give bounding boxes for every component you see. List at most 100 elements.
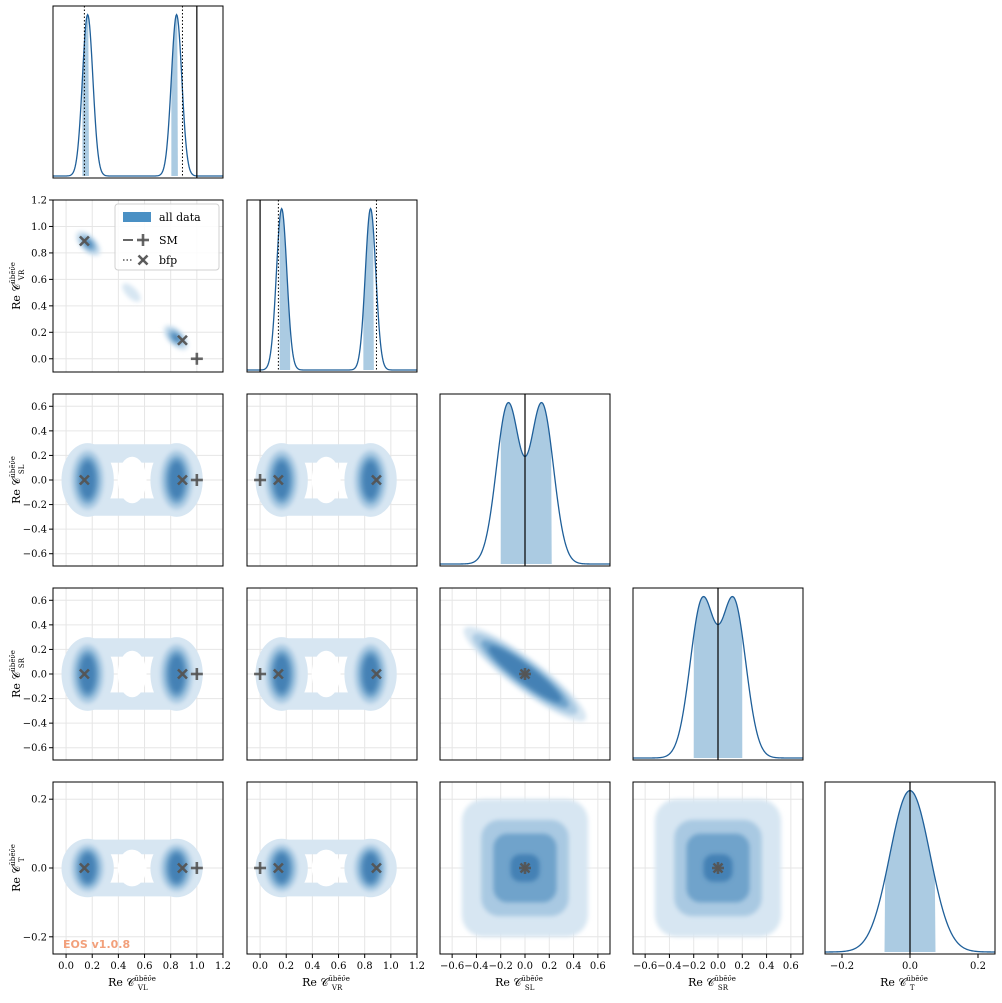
tick-label: 1.0 bbox=[31, 222, 47, 233]
y-axis-VR: 0.0 0.2 0.4 0.6 0.8 1.0 1.2 Re 𝒞ūbēν̄eVR bbox=[9, 196, 53, 365]
axis-label-base: Re 𝒞 bbox=[10, 865, 23, 892]
axis-label-base: Re 𝒞 bbox=[10, 283, 23, 310]
hpd-band bbox=[500, 402, 552, 564]
tick-label: 1.2 bbox=[215, 961, 231, 972]
y-axis-SL: −0.6 −0.4 −0.2 0.0 0.2 0.4 0.6 Re 𝒞ūbēν̄eSL bbox=[9, 402, 53, 560]
x-axis-VL: 0.0 0.2 0.4 0.6 0.8 1.0 1.2 Re 𝒞ūbēν̄e VL bbox=[58, 954, 231, 992]
tick-label: −0.2 bbox=[23, 500, 47, 511]
tick-label: −0.6 bbox=[23, 549, 47, 560]
panel-VR-SL bbox=[246, 393, 418, 567]
panel-frame bbox=[439, 393, 611, 567]
density-hole bbox=[117, 849, 147, 887]
axis-label-SL: Re 𝒞ūbēν̄eSL bbox=[9, 456, 26, 504]
density-blob bbox=[273, 853, 290, 883]
axis-label-sub: VR bbox=[18, 269, 26, 281]
axis-label-sup: ūbēν̄e bbox=[328, 975, 350, 983]
bfp-marker bbox=[78, 235, 90, 247]
axis-label-base: Re 𝒞 bbox=[108, 976, 135, 989]
tick-label: 1.0 bbox=[383, 961, 399, 972]
bfp-marker bbox=[272, 474, 284, 486]
tick-label: 0.4 bbox=[759, 961, 775, 972]
axis-label-sub: SR bbox=[18, 657, 26, 668]
density-blob bbox=[168, 461, 185, 499]
axis-label-sup: ūbēν̄e bbox=[9, 650, 17, 672]
axis-label-sub: VR bbox=[331, 984, 343, 992]
credibility-region bbox=[79, 461, 185, 499]
density-blob bbox=[79, 853, 96, 883]
density-hole bbox=[117, 456, 147, 504]
credibility-region bbox=[273, 853, 379, 883]
tick-label: −0.2 bbox=[23, 932, 47, 943]
legend-swatch-all-data bbox=[123, 212, 151, 222]
tick-label: 0.8 bbox=[163, 961, 179, 972]
legend-label: SM bbox=[159, 234, 178, 247]
tick-label: −0.2 bbox=[489, 961, 513, 972]
tick-label: 1.2 bbox=[409, 961, 425, 972]
axis-label-T: Re 𝒞ūbēν̄eT bbox=[9, 844, 26, 892]
density-hole bbox=[311, 456, 341, 504]
panel-frame bbox=[246, 393, 418, 567]
tick-label: 0.0 bbox=[902, 961, 918, 972]
tick-label: −0.2 bbox=[23, 694, 47, 705]
panel-VL-SL bbox=[52, 393, 224, 567]
tick-label: −0.6 bbox=[23, 743, 47, 754]
panel-VL-marginal bbox=[52, 5, 224, 179]
axis-label-sup: ūbēν̄e bbox=[521, 975, 543, 983]
panel-frame bbox=[632, 587, 804, 761]
tick-label: 0.2 bbox=[31, 328, 47, 339]
axis-label-sup: ūbēν̄e bbox=[9, 262, 17, 284]
axis-label-sub: SL bbox=[525, 984, 535, 992]
bfp-marker bbox=[177, 668, 188, 680]
panel-VL-SR bbox=[52, 587, 224, 761]
tick-label: 0.2 bbox=[970, 961, 986, 972]
axis-label-sub: T bbox=[18, 857, 26, 862]
legend: all data SM bfp bbox=[114, 203, 220, 271]
bfp-marker bbox=[371, 474, 382, 486]
tick-label: 0.4 bbox=[110, 961, 126, 972]
axis-label-base: Re 𝒞 bbox=[10, 671, 23, 698]
density-blob bbox=[168, 655, 185, 693]
density-blob bbox=[273, 461, 290, 499]
density-blob bbox=[362, 655, 379, 693]
bfp-marker bbox=[272, 668, 284, 680]
axis-label-sub: SL bbox=[18, 464, 26, 474]
posterior-curve bbox=[53, 13, 223, 177]
posterior-curve bbox=[247, 207, 417, 371]
tick-label: 1.2 bbox=[31, 196, 47, 207]
bfp-marker bbox=[371, 668, 382, 680]
panel-VR-marginal bbox=[246, 199, 418, 373]
bfp-marker bbox=[177, 334, 188, 346]
panel-VR-T bbox=[246, 781, 418, 955]
tick-label: 0.0 bbox=[710, 961, 726, 972]
hpd-band bbox=[82, 14, 89, 176]
tick-label: −0.2 bbox=[830, 961, 854, 972]
bfp-marker bbox=[371, 862, 382, 874]
panel-SR-T bbox=[632, 781, 804, 955]
tick-label: 0.0 bbox=[31, 864, 47, 875]
tick-label: 0.0 bbox=[58, 961, 74, 972]
axis-label-base: Re 𝒞 bbox=[495, 976, 522, 989]
axis-label-sub: VL bbox=[137, 984, 148, 992]
axis-label-sub: SR bbox=[718, 984, 729, 992]
density-bridge bbox=[92, 638, 171, 657]
panel-SL-marginal bbox=[439, 393, 611, 567]
panel-frame bbox=[52, 5, 224, 179]
x-axis-SL: −0.6 −0.4 −0.2 0.0 0.2 0.4 0.6 Re 𝒞ūbēν̄e SL bbox=[440, 954, 606, 992]
credibility-region bbox=[79, 655, 185, 693]
tick-label: 0.6 bbox=[137, 961, 153, 972]
tick-label: 0.4 bbox=[31, 301, 47, 312]
density-bridge bbox=[286, 882, 365, 897]
tick-label: −0.4 bbox=[657, 961, 681, 972]
bfp-marker bbox=[712, 862, 724, 874]
credibility-region bbox=[61, 637, 203, 711]
density-blob bbox=[362, 853, 379, 883]
density-bridge bbox=[286, 498, 365, 516]
tick-label: 0.4 bbox=[566, 961, 582, 972]
axis-label-sup: ūbēν̄e bbox=[906, 975, 928, 983]
panel-frame bbox=[246, 587, 418, 761]
axis-label-sup: ūbēν̄e bbox=[9, 844, 17, 866]
axis-label-base: Re 𝒞 bbox=[10, 477, 23, 504]
bfp-marker bbox=[519, 668, 531, 680]
